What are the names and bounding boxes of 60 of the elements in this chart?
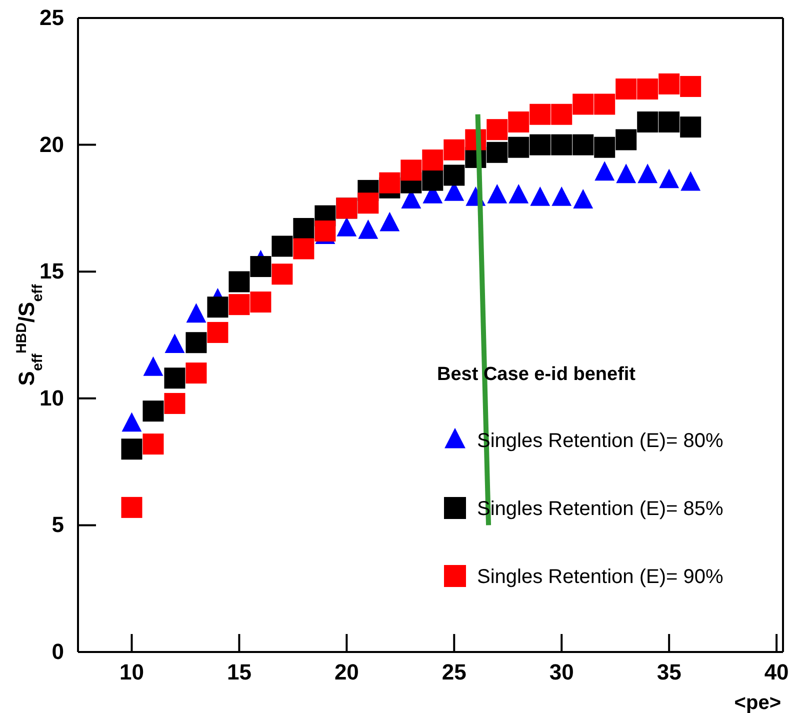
point [486,142,508,163]
point [658,73,680,94]
point [121,438,142,460]
point [186,362,207,384]
point [551,104,572,125]
point [637,78,658,100]
point [142,400,164,422]
point [680,76,702,97]
point [616,129,637,150]
x-axis-title: <pe> [734,692,781,713]
x-tick-label: 20 [334,660,359,685]
point [228,294,250,316]
point [164,368,186,389]
y-tick-label: 10 [40,385,64,410]
point [250,292,272,313]
point [444,164,465,186]
point [572,94,594,115]
point [379,172,400,194]
point [551,134,572,156]
point [164,392,186,414]
point [594,94,616,115]
point [572,134,594,156]
point [293,218,314,239]
x-tick-label: 25 [442,660,466,685]
x-tick-label: 15 [226,660,252,685]
y-tick-label: 5 [52,512,64,538]
y-tick-label: 15 [40,258,64,284]
y-tick-label: 25 [40,5,64,30]
legend-label: Singles Retention (E)= 90% [477,566,724,588]
point [272,264,293,285]
point [486,119,508,140]
point [186,332,207,354]
point [530,134,551,156]
point [444,139,465,160]
x-tick-label: 30 [549,660,574,685]
point [314,220,336,242]
point [594,136,616,158]
point [272,236,293,257]
point [422,170,444,191]
point [530,104,551,125]
point [637,111,658,132]
point [293,238,314,260]
point [228,271,250,292]
point [207,322,228,343]
point [658,111,680,132]
y-tick-label: 20 [40,132,64,157]
point [142,434,164,455]
x-tick-label: 10 [119,660,144,685]
point [422,150,444,171]
point [121,496,142,518]
y-tick-label: 0 [52,639,64,664]
point [207,296,228,318]
x-tick-label: 40 [764,660,789,685]
point [400,160,422,181]
x-tick-label: 35 [656,660,682,685]
point [616,78,637,100]
point [358,192,379,214]
point [680,116,702,138]
point [508,111,530,132]
point [508,136,530,158]
